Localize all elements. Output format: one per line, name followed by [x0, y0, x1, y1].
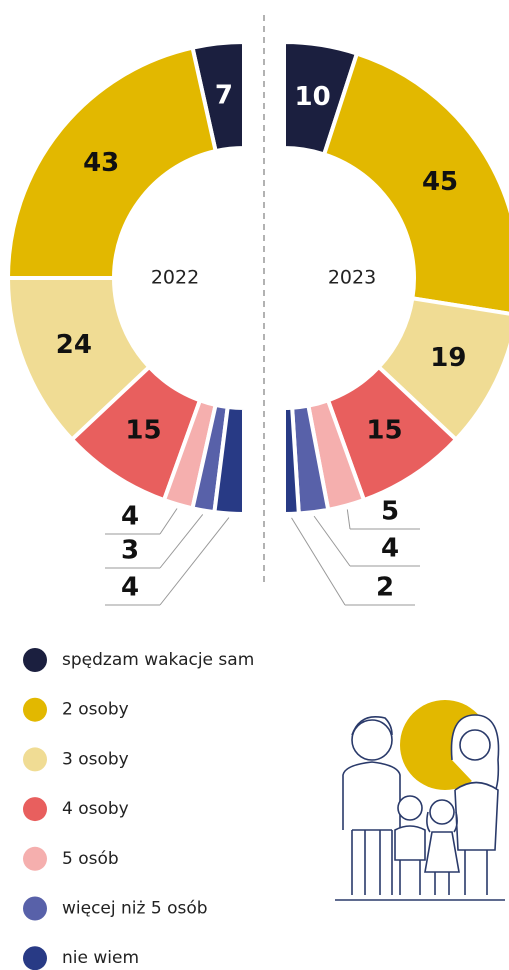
legend-label: 4 osoby [62, 799, 129, 819]
legend-swatch [23, 896, 47, 921]
year-label: 2022 [151, 267, 199, 289]
leader-line [313, 515, 351, 567]
donut-segment [212, 404, 246, 517]
segment-label: 2 [376, 573, 394, 603]
legend-label: 5 osób [62, 849, 119, 869]
donut-segment [282, 405, 301, 517]
donut-segment [321, 51, 509, 316]
leader-line [159, 517, 230, 606]
legend-label: 2 osoby [62, 700, 129, 720]
segment-label: 43 [83, 148, 119, 178]
segment-label: 4 [121, 573, 139, 603]
leader-line [159, 514, 204, 569]
legend-swatch [23, 797, 47, 822]
legend-label: spędzam wakacje sam [62, 650, 254, 670]
segment-label: 4 [121, 502, 139, 532]
legend-label: więcej niż 5 osób [62, 899, 208, 919]
segment-label: 7 [215, 81, 233, 111]
segment-label: 15 [366, 415, 402, 445]
leader-line [346, 509, 351, 530]
leader-line [291, 517, 346, 606]
segment-label: 5 [381, 497, 399, 527]
segment-label: 15 [125, 415, 161, 445]
legend-swatch [23, 946, 47, 970]
leader-line [159, 508, 178, 535]
illustration [335, 700, 505, 901]
legend-swatch [23, 747, 47, 772]
segment-label: 10 [295, 82, 331, 112]
segment-label: 24 [56, 330, 92, 360]
segment-label: 3 [121, 536, 139, 566]
legend-swatch [23, 648, 47, 672]
segment-label: 19 [430, 343, 466, 373]
year-label: 2023 [328, 267, 376, 289]
legend-swatch [23, 846, 47, 871]
segment-label: 45 [422, 167, 458, 197]
legend-swatch [23, 697, 47, 722]
legend-label: nie wiem [62, 948, 139, 968]
donut-segment [5, 45, 219, 280]
segment-label: 4 [381, 534, 399, 564]
legend-label: 3 osoby [62, 749, 129, 769]
